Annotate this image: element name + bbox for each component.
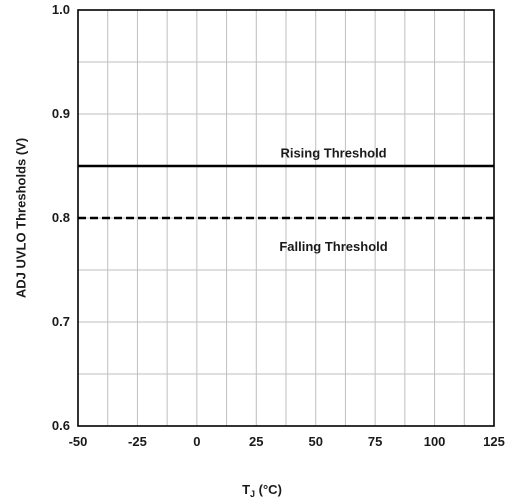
x-tick-label: 100 [424, 434, 446, 449]
x-tick-label: 25 [249, 434, 263, 449]
x-tick-label: -25 [128, 434, 147, 449]
y-tick-labels: 0.6 0.7 0.8 0.9 1.0 [52, 2, 70, 433]
y-tick-label: 0.6 [52, 418, 70, 433]
x-tick-label: 75 [368, 434, 382, 449]
annotation-label: Rising Threshold [280, 146, 386, 161]
y-tick-label: 0.8 [52, 210, 70, 225]
x-axis-title-unit: (°C) [255, 482, 282, 497]
y-tick-label: 1.0 [52, 2, 70, 17]
x-tick-label: 0 [193, 434, 200, 449]
annotation-label: Falling Threshold [279, 239, 387, 254]
y-axis-title: ADJ UVLO Thresholds (V) [13, 138, 28, 298]
annotations: Rising Threshold Falling Threshold [279, 146, 387, 255]
x-tick-label: -50 [69, 434, 88, 449]
x-axis-title-subscript: J [250, 489, 255, 499]
plot-frame [77, 9, 495, 427]
x-axis-title: TJ (°C) [242, 482, 282, 499]
x-tick-label: 125 [483, 434, 505, 449]
y-tick-label: 0.9 [52, 106, 70, 121]
x-tick-label: 50 [308, 434, 322, 449]
x-tick-labels: -50 -25 0 25 50 75 100 125 [69, 434, 505, 449]
y-tick-label: 0.7 [52, 314, 70, 329]
x-axis-title-main: T [242, 482, 250, 497]
series-lines [78, 164, 494, 220]
